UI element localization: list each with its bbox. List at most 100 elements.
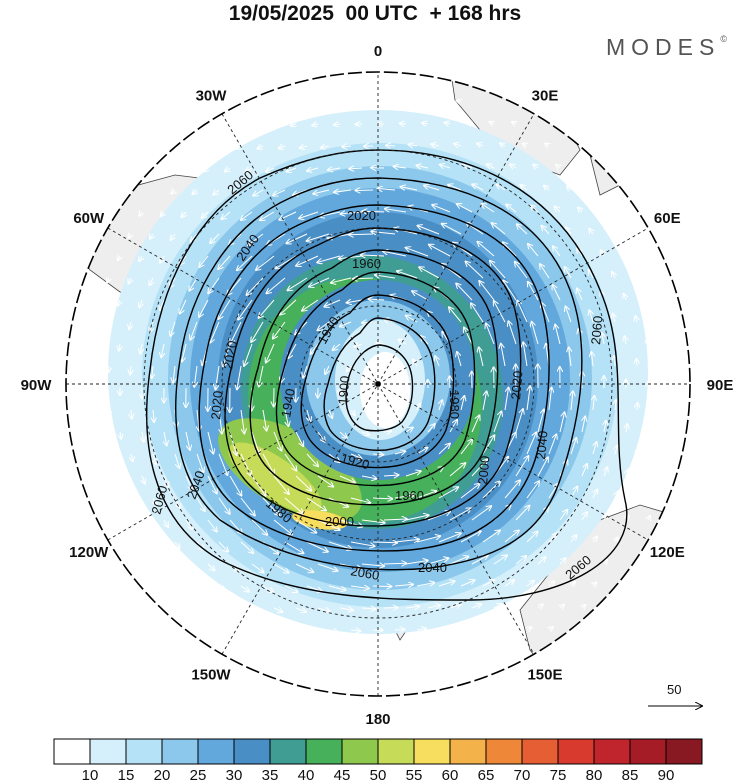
wind-vector bbox=[347, 366, 351, 371]
wind-vector bbox=[259, 365, 264, 387]
wind-vector bbox=[160, 212, 164, 216]
wind-vector bbox=[119, 343, 120, 351]
wind-vector bbox=[478, 242, 495, 257]
wind-vector bbox=[236, 146, 241, 149]
wind-vector bbox=[494, 650, 499, 652]
wind-vector bbox=[386, 145, 396, 146]
wind-vector bbox=[405, 651, 413, 652]
wind-vector bbox=[555, 207, 561, 213]
wind-vector bbox=[567, 186, 571, 190]
wind-vector bbox=[648, 426, 649, 433]
wind-vector bbox=[210, 233, 220, 243]
wind-vector bbox=[334, 124, 341, 125]
wind-vector bbox=[482, 435, 494, 455]
wind-vector bbox=[427, 512, 450, 521]
wind-vector bbox=[515, 409, 523, 433]
wind-vector bbox=[383, 431, 391, 432]
wind-vector bbox=[229, 475, 241, 496]
wind-vector bbox=[449, 420, 457, 433]
wind-vector bbox=[422, 123, 429, 124]
wind-vector bbox=[589, 229, 593, 234]
wind-vector bbox=[556, 165, 560, 168]
colorbar-tick-label: 90 bbox=[658, 767, 675, 782]
wind-vector bbox=[457, 101, 461, 102]
wind-vector bbox=[623, 251, 626, 256]
wind-vector bbox=[531, 205, 539, 213]
wind-vector bbox=[394, 451, 405, 454]
wind-vector bbox=[351, 410, 355, 415]
wind-vector bbox=[412, 101, 417, 102]
wind-vector bbox=[164, 431, 167, 445]
wind-vector bbox=[317, 519, 340, 530]
contour-2060 bbox=[146, 149, 628, 601]
wind-vector bbox=[173, 365, 175, 382]
wind-vector bbox=[394, 539, 419, 542]
wind-vector bbox=[350, 630, 360, 631]
wind-vector bbox=[153, 586, 156, 589]
wind-vector bbox=[593, 537, 597, 542]
colorbar-swatch bbox=[305, 738, 343, 765]
wind-vector bbox=[482, 204, 495, 213]
wind-vector bbox=[129, 321, 131, 329]
wind-vector bbox=[284, 497, 303, 514]
colorbar-swatch bbox=[449, 738, 487, 765]
contour-label: 2040 bbox=[533, 430, 550, 460]
colorbar-tick-label: 40 bbox=[298, 767, 315, 782]
wind-vector bbox=[637, 448, 639, 455]
wind-vector bbox=[589, 310, 593, 323]
wind-vector bbox=[213, 190, 220, 195]
wind-vector bbox=[526, 581, 534, 587]
wind-vector bbox=[171, 190, 175, 194]
wind-vector bbox=[593, 489, 597, 499]
wind-vector bbox=[286, 168, 297, 172]
colorbar-swatch bbox=[377, 738, 415, 765]
wind-vector bbox=[170, 233, 175, 240]
colorbar-swatch bbox=[341, 738, 379, 765]
wind-vector bbox=[492, 223, 506, 235]
wind-vector bbox=[504, 480, 520, 499]
wind-vector bbox=[131, 409, 132, 418]
contour-2020 bbox=[198, 204, 550, 552]
wind-vector bbox=[444, 123, 451, 124]
wind-vector bbox=[240, 497, 255, 515]
longitude-label: 180 bbox=[365, 711, 390, 728]
wind-vector bbox=[559, 558, 566, 565]
wind-vector bbox=[604, 514, 607, 521]
wind-vector bbox=[273, 475, 289, 494]
wind-vector bbox=[582, 605, 585, 608]
wind-vector bbox=[494, 301, 506, 323]
wind-vector bbox=[284, 630, 292, 633]
wind-vector bbox=[107, 278, 109, 283]
wind-vector bbox=[260, 211, 275, 220]
wind-vector bbox=[394, 166, 407, 168]
wind-vector bbox=[238, 299, 253, 319]
wind-vector bbox=[416, 629, 426, 630]
wind-vector bbox=[295, 608, 306, 612]
wind-vector bbox=[647, 338, 648, 345]
wind-vector bbox=[98, 432, 99, 437]
wind-vector bbox=[291, 124, 296, 126]
wind-vector bbox=[376, 343, 385, 344]
wind-vector bbox=[129, 278, 131, 283]
wind-vector bbox=[328, 541, 352, 549]
wind-vector bbox=[427, 605, 440, 608]
wind-vector bbox=[477, 143, 484, 146]
wind-vector bbox=[496, 185, 506, 191]
wind-vector bbox=[273, 519, 292, 534]
contour-label: 2020 bbox=[208, 390, 225, 420]
wind-vector bbox=[362, 322, 374, 323]
wind-vector bbox=[339, 652, 346, 653]
wind-vector bbox=[515, 506, 529, 521]
colorbar-swatch bbox=[233, 738, 271, 765]
wind-vector bbox=[438, 533, 461, 543]
wind-vector bbox=[439, 673, 444, 674]
wind-vector bbox=[448, 185, 462, 191]
wind-vector bbox=[559, 412, 565, 433]
wind-vector bbox=[286, 233, 308, 243]
wind-vector bbox=[108, 365, 109, 372]
wind-vector bbox=[405, 471, 421, 477]
wind-vector bbox=[427, 651, 434, 652]
wind-vector bbox=[593, 442, 597, 455]
wind-vector bbox=[383, 563, 406, 564]
wind-vector bbox=[181, 212, 186, 217]
